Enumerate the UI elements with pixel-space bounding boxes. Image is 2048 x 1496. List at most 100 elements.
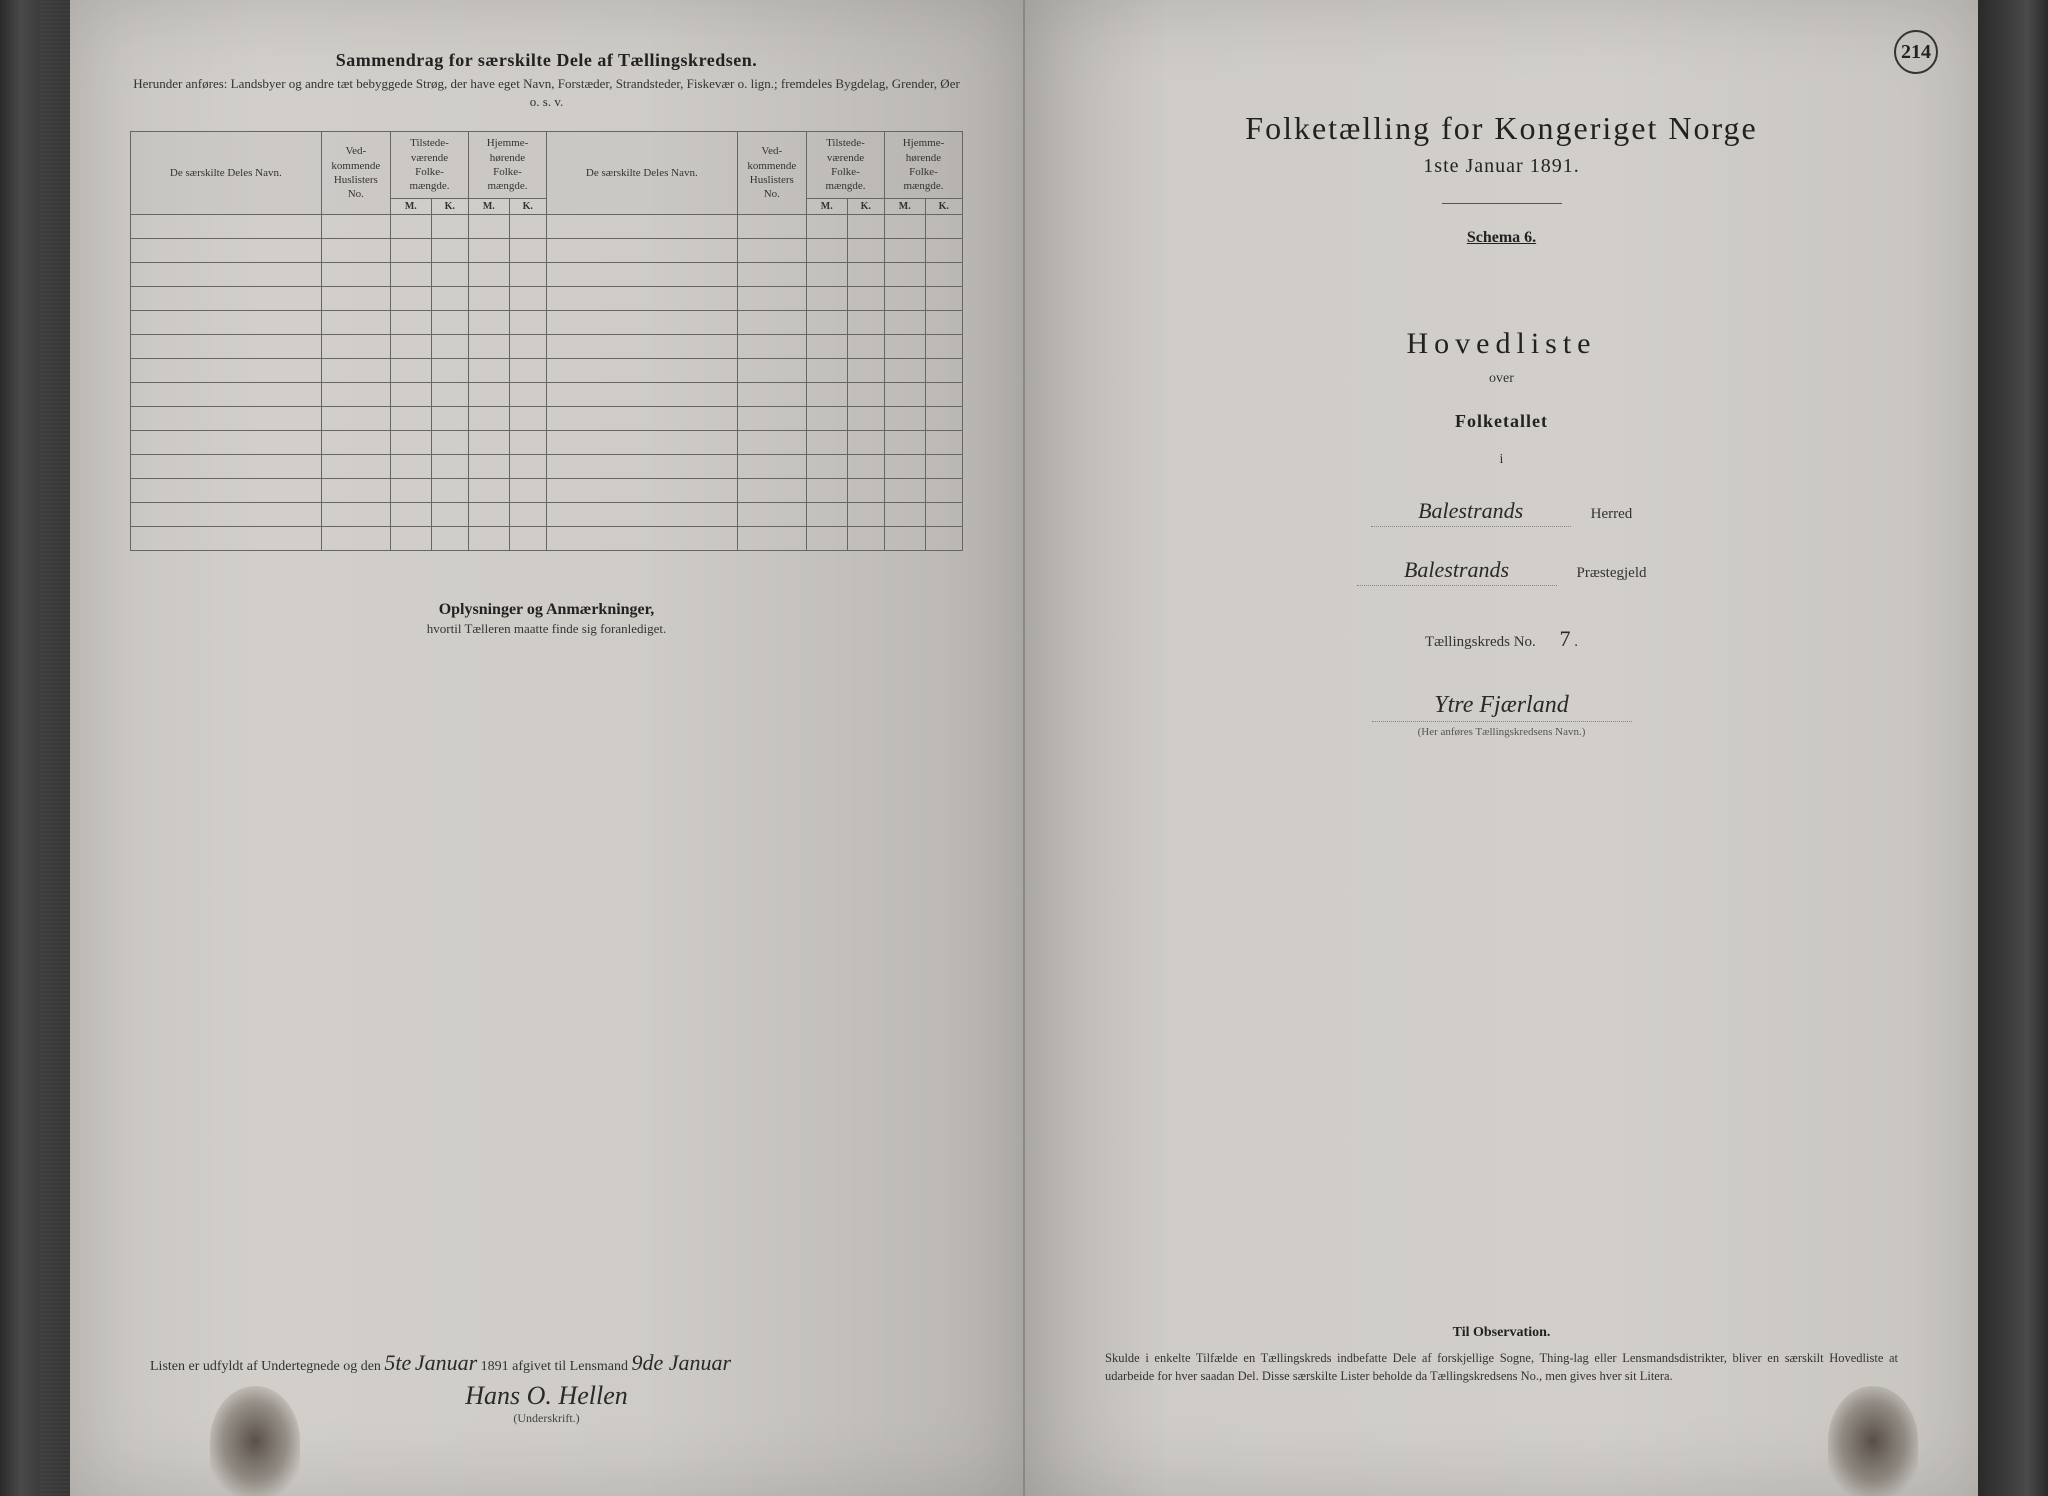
table-cell [546, 382, 737, 406]
table-row [131, 478, 963, 502]
table-cell [806, 214, 847, 238]
table-cell [431, 334, 468, 358]
table-row [131, 502, 963, 526]
table-cell [468, 238, 509, 262]
table-row [131, 334, 963, 358]
notes-title: Oplysninger og Anmærkninger, [130, 601, 963, 619]
left-subtitle: Herunder anføres: Landsbyer og andre tæt… [130, 75, 963, 111]
table-cell [509, 214, 546, 238]
prestegjeld-label: Præstegjeld [1577, 565, 1647, 582]
table-cell [431, 262, 468, 286]
table-cell [884, 214, 925, 238]
table-cell [509, 406, 546, 430]
table-cell [431, 502, 468, 526]
table-cell [431, 430, 468, 454]
table-cell [546, 478, 737, 502]
table-cell [806, 334, 847, 358]
table-cell [884, 454, 925, 478]
th-name-2: De særskilte Deles Navn. [546, 132, 737, 214]
hr-1 [1442, 203, 1562, 204]
left-title: Sammendrag for særskilte Dele af Tælling… [130, 50, 963, 71]
kreds-no: 7 [1560, 626, 1571, 651]
table-row [131, 358, 963, 382]
table-cell [546, 526, 737, 550]
table-cell [925, 334, 962, 358]
table-cell [925, 310, 962, 334]
prestegjeld-row: Balestrands Præstegjeld [1085, 557, 1918, 586]
table-row [131, 454, 963, 478]
table-cell [468, 358, 509, 382]
table-cell [321, 430, 390, 454]
table-row [131, 430, 963, 454]
table-cell [431, 286, 468, 310]
page-number: 214 [1894, 30, 1938, 74]
table-cell [131, 334, 322, 358]
table-cell [925, 526, 962, 550]
observation-title: Til Observation. [1105, 1325, 1898, 1341]
table-cell [391, 334, 432, 358]
table-cell [546, 238, 737, 262]
table-cell [806, 358, 847, 382]
table-cell [847, 430, 884, 454]
table-cell [737, 358, 806, 382]
table-cell [737, 478, 806, 502]
table-cell [468, 214, 509, 238]
table-cell [131, 286, 322, 310]
table-cell [806, 406, 847, 430]
i-label: i [1085, 452, 1918, 468]
finger-shadow-left [210, 1386, 300, 1496]
notes-section: Oplysninger og Anmærkninger, hvortil Tæl… [130, 601, 963, 637]
table-cell [847, 454, 884, 478]
table-cell [131, 526, 322, 550]
book-spine-left [0, 0, 70, 1496]
table-cell [847, 214, 884, 238]
kreds-label: Tællingskreds No. [1425, 634, 1536, 650]
table-cell [321, 310, 390, 334]
table-cell [546, 502, 737, 526]
table-cell [925, 406, 962, 430]
table-cell [468, 478, 509, 502]
prestegjeld-value: Balestrands [1357, 557, 1557, 586]
th-k1: K. [431, 198, 468, 214]
table-cell [468, 502, 509, 526]
table-cell [431, 214, 468, 238]
th-name-1: De særskilte Deles Navn. [131, 132, 322, 214]
book-spine-right [1978, 0, 2048, 1496]
table-cell [509, 262, 546, 286]
th-m2: M. [468, 198, 509, 214]
table-cell [884, 310, 925, 334]
table-cell [509, 238, 546, 262]
table-cell [737, 334, 806, 358]
th-k3: K. [847, 198, 884, 214]
table-cell [509, 286, 546, 310]
table-cell [321, 334, 390, 358]
table-cell [321, 214, 390, 238]
th-tilstede-1: Tilstede- værende Folke- mængde. [391, 132, 469, 198]
table-cell [546, 286, 737, 310]
sig-prefix: Listen er udfyldt af Undertegnede og den [150, 1359, 381, 1374]
table-cell [131, 382, 322, 406]
table-cell [431, 478, 468, 502]
table-cell [847, 382, 884, 406]
table-cell [546, 358, 737, 382]
table-cell [131, 238, 322, 262]
table-cell [925, 502, 962, 526]
table-cell [806, 262, 847, 286]
schema-label: Schema 6. [1085, 229, 1918, 247]
table-cell [847, 286, 884, 310]
table-cell [468, 262, 509, 286]
herred-row: Balestrands Herred [1085, 498, 1918, 527]
table-cell [806, 454, 847, 478]
table-cell [391, 502, 432, 526]
table-cell [431, 406, 468, 430]
table-cell [131, 502, 322, 526]
table-header-row: De særskilte Deles Navn. Ved- kommende H… [131, 132, 963, 198]
th-k4: K. [925, 198, 962, 214]
herred-label: Herred [1591, 506, 1633, 523]
table-cell [847, 358, 884, 382]
left-page: Sammendrag for særskilte Dele af Tælling… [70, 0, 1025, 1496]
kreds-name: Ytre Fjærland [1372, 692, 1632, 722]
th-hjemme-2: Hjemme- hørende Folke- mængde. [884, 132, 962, 198]
table-cell [468, 310, 509, 334]
table-cell [321, 406, 390, 430]
